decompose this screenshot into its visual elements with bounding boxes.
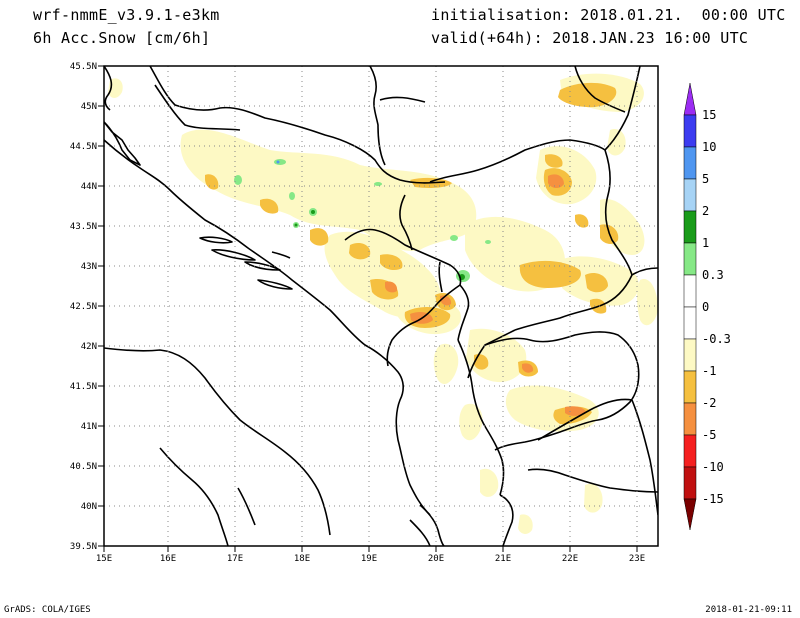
- colorbar-label: -10: [702, 460, 724, 474]
- colorbar-label: -0.3: [702, 332, 731, 346]
- colorbar-labels: 15 10 5 2 1 0.3 0 -0.3 -1 -2 -5 -10 -15: [702, 108, 731, 506]
- lat-label: 44.5N: [70, 142, 97, 152]
- lon-label: 19E: [361, 554, 377, 564]
- colorbar-label: 1: [702, 236, 709, 250]
- borders-coastlines: [104, 66, 658, 546]
- valid-time: valid(+64h): 2018.JAN.23 16:00 UTC: [431, 29, 749, 47]
- lon-label: 22E: [562, 554, 578, 564]
- colorbar-swatch: [683, 434, 697, 468]
- init-time: initialisation: 2018.01.21. 00:00 UTC: [431, 6, 786, 24]
- lat-label: 41N: [81, 422, 97, 432]
- lat-label: 40N: [81, 502, 97, 512]
- lon-label: 20E: [428, 554, 444, 564]
- colorbar-swatch: [683, 242, 697, 276]
- colorbar-label: -5: [702, 428, 716, 442]
- lat-label: 43N: [81, 262, 97, 272]
- colorbar-swatch: [683, 338, 697, 372]
- colorbar-swatch: [683, 178, 697, 212]
- colorbar-swatch: [683, 466, 697, 500]
- colorbar-swatch: [683, 402, 697, 436]
- colorbar-cap-top: [683, 82, 697, 116]
- lon-label: 21E: [495, 554, 511, 564]
- field-title: 6h Acc.Snow [cm/6h]: [33, 29, 211, 47]
- lat-label: 39.5N: [70, 542, 97, 552]
- colorbar: [683, 82, 697, 531]
- positive-change-areas: [234, 159, 491, 282]
- lat-labels: 45.5N 45N 44.5N 44N 43.5N 43N 42.5N 42N …: [70, 62, 97, 552]
- tick-marks: [98, 65, 638, 552]
- lat-label: 40.5N: [70, 462, 97, 472]
- colorbar-label: 15: [702, 108, 716, 122]
- footer-timestamp: 2018-01-21-09:11: [705, 605, 792, 615]
- lon-labels: 15E 16E 17E 18E 19E 20E 21E 22E 23E: [96, 554, 645, 564]
- colorbar-label: -2: [702, 396, 716, 410]
- footer-credit: GrADS: COLA/IGES: [4, 605, 91, 615]
- colorbar-label: 10: [702, 140, 716, 154]
- lat-label: 43.5N: [70, 222, 97, 232]
- lat-label: 42.5N: [70, 302, 97, 312]
- lon-label: 18E: [294, 554, 310, 564]
- colorbar-label: -15: [702, 492, 724, 506]
- lon-label: 17E: [227, 554, 243, 564]
- lat-label: 45.5N: [70, 62, 97, 72]
- model-title: wrf-nmmE_v3.9.1-e3km: [33, 6, 220, 24]
- colorbar-swatch: [683, 274, 697, 308]
- gridlines: [104, 66, 658, 546]
- colorbar-swatch: [683, 306, 697, 340]
- lat-label: 45N: [81, 102, 97, 112]
- colorbar-label: 5: [702, 172, 709, 186]
- lon-label: 15E: [96, 554, 112, 564]
- colorbar-swatch: [683, 146, 697, 180]
- colorbar-label: 2: [702, 204, 709, 218]
- colorbar-label: 0.3: [702, 268, 724, 282]
- colorbar-swatch: [683, 114, 697, 148]
- map-area: [104, 66, 658, 546]
- colorbar-label: -1: [702, 364, 716, 378]
- colorbar-cap-bottom: [683, 498, 697, 531]
- lat-label: 41.5N: [70, 382, 97, 392]
- colorbar-swatch: [683, 210, 697, 244]
- colorbar-label: 0: [702, 300, 709, 314]
- lon-label: 23E: [629, 554, 645, 564]
- lat-label: 44N: [81, 182, 97, 192]
- colorbar-swatch: [683, 370, 697, 404]
- lat-label: 42N: [81, 342, 97, 352]
- lon-label: 16E: [160, 554, 176, 564]
